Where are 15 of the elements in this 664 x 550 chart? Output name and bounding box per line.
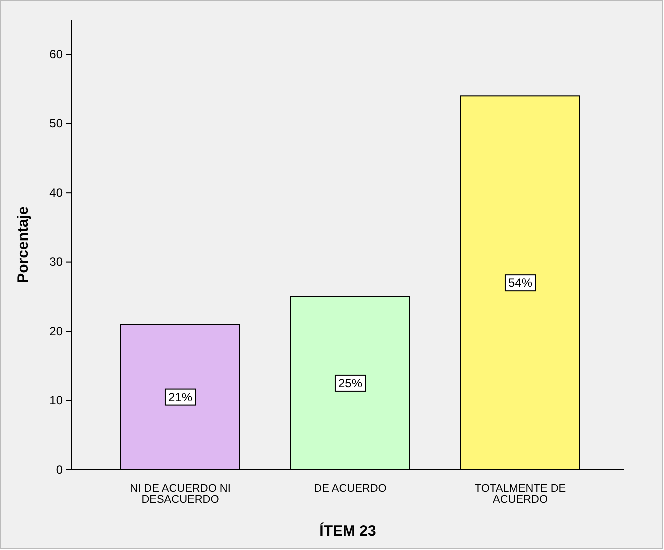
- y-tick-label: 40: [50, 186, 64, 200]
- y-axis-title: Porcentaje: [15, 206, 32, 284]
- y-tick-label: 60: [50, 47, 64, 62]
- x-axis-title: ÍTEM 23: [320, 522, 376, 540]
- x-tick-label: TOTALMENTE DE ACUERDO: [474, 482, 566, 506]
- y-tick-label: 10: [50, 394, 64, 408]
- data-label: 25%: [338, 376, 363, 390]
- y-tick-label: 30: [50, 255, 64, 270]
- x-tick-label: DE ACUERDO: [314, 482, 388, 495]
- data-label: 21%: [168, 390, 193, 404]
- y-tick-label: 20: [50, 324, 64, 338]
- x-tick-label: NI DE ACUERDO NI DESACUERDO: [130, 482, 231, 506]
- data-label: 54%: [508, 276, 533, 290]
- y-tick-label: 50: [50, 116, 64, 131]
- y-tick-label: 0: [56, 462, 64, 477]
